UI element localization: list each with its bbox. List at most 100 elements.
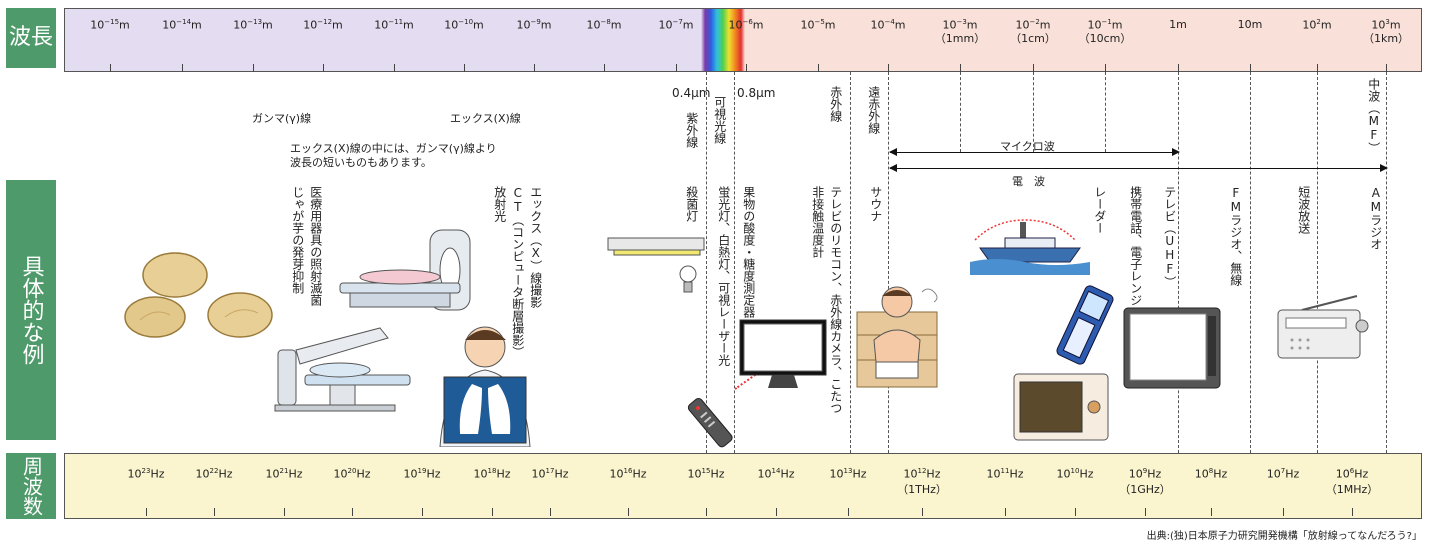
wavelength-tick-label: 1m bbox=[1169, 18, 1187, 31]
ct-scanner-illustration bbox=[339, 229, 471, 311]
xray-note-2: 波長の短いものもあります。 bbox=[290, 156, 432, 169]
radar-label: レーダー bbox=[1092, 186, 1107, 234]
fruit-label: 果物の酸度・糖度測定器 bbox=[741, 186, 756, 318]
frequency-tick bbox=[1211, 508, 1212, 516]
frequency-tick bbox=[422, 508, 423, 516]
wavelength-bar bbox=[64, 8, 1422, 72]
frequency-tick bbox=[776, 508, 777, 516]
dm-line bbox=[1105, 72, 1106, 152]
uv-label: 紫外線 bbox=[684, 112, 699, 148]
microwave-arrow-left-head bbox=[889, 148, 897, 156]
radiotherapy-label: 放射光 bbox=[492, 186, 507, 222]
wavelength-side-label: 波長 bbox=[6, 8, 56, 68]
frequency-tick-label: 107Hz bbox=[1266, 467, 1300, 481]
ct-label: CT（コンピュータ断層撮影） bbox=[510, 186, 525, 358]
frequency-tick-label: 1013Hz bbox=[829, 467, 867, 481]
wavelength-tick-label: 10−1m （10cm） bbox=[1078, 18, 1132, 46]
microwave-oven-illustration bbox=[1013, 373, 1109, 441]
frequency-tick-label: 1010Hz bbox=[1056, 467, 1094, 481]
frequency-tick bbox=[492, 508, 493, 516]
radio-arrow-right-head bbox=[1380, 164, 1388, 172]
ir-line bbox=[850, 72, 851, 453]
frequency-tick bbox=[1352, 508, 1353, 516]
frequency-tick bbox=[352, 508, 353, 516]
ir-edge-line bbox=[734, 72, 735, 453]
uv-edge-label: 0.4μm bbox=[672, 86, 711, 100]
wavelength-tick bbox=[960, 64, 961, 72]
frequency-tick-label: 1015Hz bbox=[687, 467, 725, 481]
wavelength-tick-label: 10−2m （1cm） bbox=[1010, 18, 1056, 46]
frequency-tick bbox=[848, 508, 849, 516]
frequency-tick-label: 1023Hz bbox=[127, 467, 165, 481]
wavelength-tick-label: 10−13m bbox=[233, 18, 273, 32]
wavelength-tick-label: 10−3m （1mm） bbox=[934, 18, 986, 46]
radio-label: 電 波 bbox=[1012, 175, 1045, 188]
frequency-tick-label: 1019Hz bbox=[403, 467, 441, 481]
wavelength-tick bbox=[534, 64, 535, 72]
sauna-illustration bbox=[856, 286, 938, 388]
wavelength-tick bbox=[182, 64, 183, 72]
sterilize-label: 殺菌灯 bbox=[684, 186, 699, 222]
wavelength-tick bbox=[323, 64, 324, 72]
wavelength-tick-label: 10−4m bbox=[870, 18, 906, 32]
wavelength-tick-label: 10−7m bbox=[658, 18, 694, 32]
mw-radio-label: 中波（MF） bbox=[1366, 78, 1381, 154]
wavelength-tick bbox=[1178, 64, 1179, 72]
uv-edge-line bbox=[706, 72, 707, 453]
wavelength-tick bbox=[464, 64, 465, 72]
wavelength-tick bbox=[888, 64, 889, 72]
frequency-tick-label: 1016Hz bbox=[609, 467, 647, 481]
far-ir-line bbox=[888, 72, 889, 453]
wavelength-tick-label: 10−8m bbox=[586, 18, 622, 32]
wavelength-tick-label: 10−5m bbox=[800, 18, 836, 32]
mobile-label: 携帯電話、電子レンジ bbox=[1128, 186, 1143, 306]
frequency-tick-label: 1018Hz bbox=[473, 467, 511, 481]
flatscreen-tv-illustration bbox=[739, 319, 827, 388]
frequency-tick-label: 1020Hz bbox=[333, 467, 371, 481]
thermometer-label: 非接触温度計 bbox=[810, 186, 825, 258]
wavelength-tick-label: 10−10m bbox=[444, 18, 484, 32]
medical-device-illustration bbox=[274, 327, 411, 412]
frequency-tick-label: 1014Hz bbox=[757, 467, 795, 481]
cm-line bbox=[1033, 72, 1034, 152]
frequency-tick bbox=[706, 508, 707, 516]
xray-label: エックス(X)線 bbox=[450, 112, 521, 125]
frequency-tick bbox=[1005, 508, 1006, 516]
frequency-tick bbox=[214, 508, 215, 516]
frequency-tick-label: 108Hz bbox=[1194, 467, 1228, 481]
wavelength-tick-label: 10−6m bbox=[728, 18, 764, 32]
wavelength-tick bbox=[110, 64, 111, 72]
frequency-tick bbox=[922, 508, 923, 516]
wavelength-tick bbox=[1033, 64, 1034, 72]
uv-lamp-illustration bbox=[607, 237, 705, 293]
wavelength-tick bbox=[394, 64, 395, 72]
wavelength-tick bbox=[746, 64, 747, 72]
frequency-tick bbox=[1075, 508, 1076, 516]
m1-line bbox=[1178, 72, 1179, 453]
gamma-label: ガンマ(γ)線 bbox=[252, 112, 312, 125]
wavelength-tick-label: 10−14m bbox=[162, 18, 202, 32]
wavelength-tick-label: 103m （1km） bbox=[1362, 18, 1410, 46]
wavelength-tick-label: 10−12m bbox=[303, 18, 343, 32]
shortwave-label: 短波放送 bbox=[1296, 186, 1311, 234]
frequency-tick bbox=[628, 508, 629, 516]
m10-line bbox=[1250, 72, 1251, 453]
wavelength-tick bbox=[676, 64, 677, 72]
frequency-tick bbox=[1145, 508, 1146, 516]
frequency-tick-label: 106Hz （1MHz） bbox=[1325, 467, 1379, 496]
frequency-tick-label: 1012Hz （1THz） bbox=[897, 467, 947, 496]
remote-illustration bbox=[687, 397, 733, 448]
ir-label: 赤外線 bbox=[828, 86, 843, 122]
xray-photo-illustration bbox=[439, 326, 531, 447]
wavelength-tick bbox=[1317, 64, 1318, 72]
microwave-arrow-right-head bbox=[1172, 148, 1180, 156]
source-note: 出典:(独)日本原子力研究開発機構「放射線ってなんだろう?」 bbox=[1146, 531, 1422, 542]
wavelength-tick-label: 10m bbox=[1237, 18, 1263, 31]
mw-line bbox=[1386, 72, 1387, 453]
frequency-tick-label: 1017Hz bbox=[531, 467, 569, 481]
mm-line bbox=[960, 72, 961, 152]
wavelength-tick bbox=[1105, 64, 1106, 72]
microwave-arrow bbox=[890, 152, 1176, 153]
frequency-tick bbox=[284, 508, 285, 516]
frequency-tick bbox=[550, 508, 551, 516]
